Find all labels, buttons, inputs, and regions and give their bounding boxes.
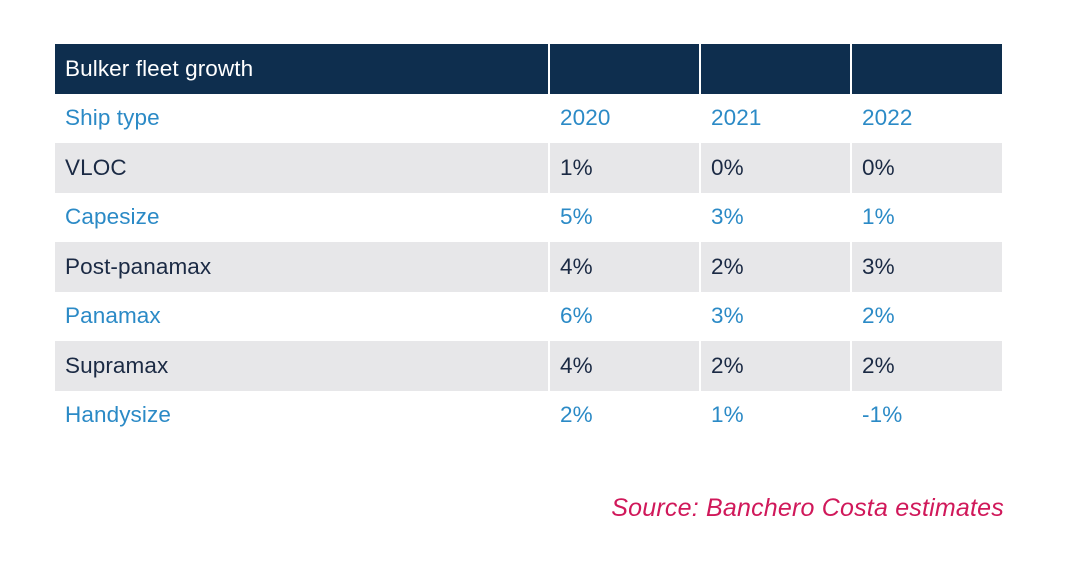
table-row: Post-panamax 4% 2% 3%	[55, 242, 1002, 292]
value-cell-2022: 1%	[850, 192, 1002, 242]
table-title-row: Bulker fleet growth	[55, 44, 1002, 94]
value-cell-2021: 0%	[699, 143, 850, 193]
table-row: VLOC 1% 0% 0%	[55, 143, 1002, 193]
table-row: Panamax 6% 3% 2%	[55, 291, 1002, 341]
ship-type-cell: Supramax	[55, 341, 548, 391]
title-empty-cell	[850, 44, 1002, 94]
value-cell-2022: 2%	[850, 291, 1002, 341]
value-cell-2020: 4%	[548, 341, 699, 391]
column-header-2021: 2021	[699, 93, 850, 143]
ship-type-cell: Panamax	[55, 291, 548, 341]
table-header-row: Ship type 2020 2021 2022	[55, 93, 1002, 143]
value-cell-2022: 0%	[850, 143, 1002, 193]
title-empty-cell	[548, 44, 699, 94]
value-cell-2020: 6%	[548, 291, 699, 341]
table-row: Supramax 4% 2% 2%	[55, 341, 1002, 391]
fleet-growth-table: Bulker fleet growth Ship type 2020 2021 …	[55, 44, 1002, 440]
value-cell-2021: 3%	[699, 291, 850, 341]
table-row: Capesize 5% 3% 1%	[55, 192, 1002, 242]
table-title: Bulker fleet growth	[55, 44, 548, 94]
table-row: Handysize 2% 1% -1%	[55, 390, 1002, 440]
value-cell-2021: 1%	[699, 390, 850, 440]
ship-type-cell: Post-panamax	[55, 242, 548, 292]
source-note: Source: Banchero Costa estimates	[611, 494, 1004, 522]
value-cell-2021: 3%	[699, 192, 850, 242]
ship-type-cell: Capesize	[55, 192, 548, 242]
column-header-2022: 2022	[850, 93, 1002, 143]
ship-type-cell: VLOC	[55, 143, 548, 193]
value-cell-2022: 3%	[850, 242, 1002, 292]
value-cell-2020: 5%	[548, 192, 699, 242]
value-cell-2021: 2%	[699, 242, 850, 292]
value-cell-2020: 1%	[548, 143, 699, 193]
value-cell-2020: 4%	[548, 242, 699, 292]
ship-type-cell: Handysize	[55, 390, 548, 440]
value-cell-2022: 2%	[850, 341, 1002, 391]
column-header-2020: 2020	[548, 93, 699, 143]
column-header-ship-type: Ship type	[55, 93, 548, 143]
value-cell-2020: 2%	[548, 390, 699, 440]
value-cell-2021: 2%	[699, 341, 850, 391]
title-empty-cell	[699, 44, 850, 94]
value-cell-2022: -1%	[850, 390, 1002, 440]
